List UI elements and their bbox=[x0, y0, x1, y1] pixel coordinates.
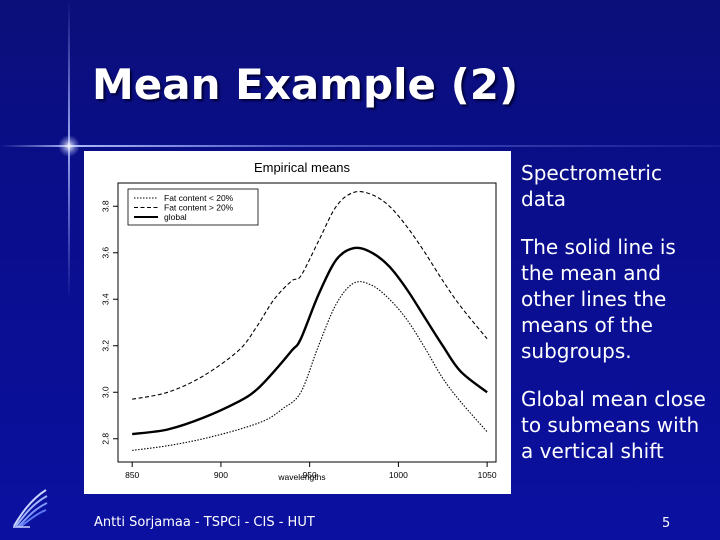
legend-label: global bbox=[164, 212, 187, 222]
bullet-item: Global mean close to submeans with a ver… bbox=[521, 387, 706, 463]
bullet-list: Spectrometric data The solid line is the… bbox=[521, 160, 711, 486]
legend-label: Fat content < 20% bbox=[164, 193, 234, 203]
x-tick-label: 950 bbox=[303, 470, 317, 480]
axis-ticks: 850 900 950 1000 1050 2.8 3.0 3.2 3.4 3.6 3.8 bbox=[100, 200, 497, 480]
y-tick-label: 3.6 bbox=[100, 247, 110, 259]
decorative-flare bbox=[58, 135, 80, 157]
chart-svg: Empirical means 850 900 950 1000 1050 2.8 3.0 3… bbox=[100, 160, 497, 482]
x-tick-label: 850 bbox=[125, 470, 139, 480]
legend-label: Fat content > 20% bbox=[164, 203, 234, 213]
x-tick-label: 1050 bbox=[478, 470, 497, 480]
x-tick-label: 900 bbox=[214, 470, 228, 480]
bullet-item: The solid line is the mean and other lin… bbox=[521, 235, 676, 363]
y-tick-label: 2.8 bbox=[100, 433, 110, 445]
y-tick-label: 3.4 bbox=[100, 293, 110, 305]
x-tick-label: 1000 bbox=[389, 470, 408, 480]
footer-text: Antti Sorjamaa - TSPCi - CIS - HUT bbox=[94, 515, 315, 530]
y-tick-label: 3.0 bbox=[100, 386, 110, 398]
page-number: 5 bbox=[662, 516, 671, 531]
chart-panel: Empirical means 850 900 950 1000 1050 2.8 3.0 3… bbox=[84, 151, 511, 494]
slide-title: Mean Example (2) bbox=[92, 60, 519, 109]
legend: Fat content < 20%Fat content > 20%global bbox=[127, 188, 259, 226]
plot-frame bbox=[117, 182, 497, 463]
series-lines bbox=[132, 190, 488, 451]
y-tick-label: 3.8 bbox=[100, 200, 110, 212]
chart-title: Empirical means bbox=[254, 160, 351, 175]
x-axis-label: wavelengths bbox=[277, 472, 325, 482]
wing-logo-icon bbox=[13, 489, 48, 528]
series-line-dotted bbox=[132, 281, 488, 451]
y-tick-label: 3.2 bbox=[100, 340, 110, 352]
bullet-item: Spectrometric data bbox=[521, 161, 662, 211]
decorative-horizontal-line bbox=[0, 145, 720, 147]
series-line-solid bbox=[132, 246, 488, 436]
